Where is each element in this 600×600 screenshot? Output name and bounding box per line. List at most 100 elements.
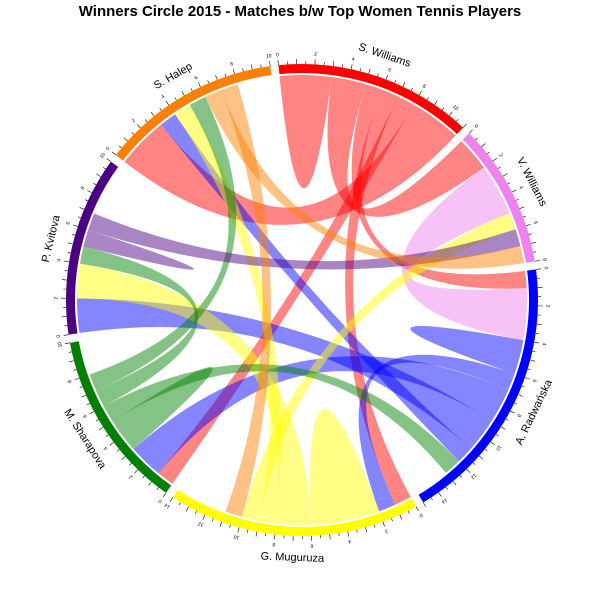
tick-label: 4 [517, 185, 524, 190]
tick-mark [519, 206, 525, 209]
tick-mark [484, 448, 488, 452]
segments-layer [65, 64, 538, 537]
chord-g-muguruza-s-halep [175, 104, 282, 524]
chords-layer [77, 75, 528, 526]
tick-mark [129, 462, 132, 466]
tick-mark [123, 137, 128, 142]
tick-mark [159, 107, 162, 111]
tick-mark [459, 475, 463, 478]
tick-mark [490, 441, 495, 445]
segment-m-sharapova [69, 341, 172, 493]
tick-mark [449, 111, 453, 116]
tick-mark [527, 368, 531, 370]
tick-label: 2 [128, 473, 134, 479]
tick-mark [72, 234, 76, 236]
chord-p-kvitova-p-kvitova [83, 229, 194, 270]
tick-mark [84, 199, 88, 202]
tick-mark [410, 87, 413, 91]
segment-s-williams [278, 64, 464, 135]
tick-mark [242, 68, 244, 72]
tick-label: 10 [266, 53, 273, 60]
tick-mark [536, 323, 542, 325]
player-label-s-williams: S. Williams [357, 41, 413, 70]
tick-mark [532, 350, 536, 353]
tick-mark [481, 143, 486, 147]
tick-label: 8 [541, 258, 547, 262]
tick-mark [402, 82, 406, 87]
chord-s-williams-s-williams [279, 75, 332, 189]
tick-mark [95, 419, 99, 422]
tick-mark [198, 82, 201, 88]
chord-a-radwa-ska-p-kvitova [77, 298, 492, 449]
tick-label: 8 [67, 379, 74, 384]
chord-s-halep-v-williams [205, 90, 524, 269]
segment-v-williams [462, 133, 535, 263]
tick-label: 0 [542, 266, 548, 270]
chord-g-muguruza-p-kvitova [77, 263, 312, 526]
tick-mark [211, 518, 214, 522]
tick-mark [142, 475, 145, 479]
tick-mark [382, 521, 385, 527]
tick-label: 6 [532, 221, 539, 226]
tick-mark [121, 456, 126, 460]
tick-mark [148, 481, 152, 486]
tick-mark [507, 182, 511, 185]
tick-mark [181, 90, 185, 96]
player-label-g-muguruza: G. Muguruza [260, 551, 325, 565]
tick-label: 12 [197, 520, 205, 528]
tick-mark [510, 410, 515, 414]
player-label-p-kvitova: P. Kvitova [40, 213, 63, 263]
tick-mark [365, 527, 368, 533]
tick-mark [219, 521, 223, 527]
tick-mark [332, 61, 335, 67]
tick-label: 8 [272, 541, 276, 547]
tick-mark [521, 385, 525, 388]
chord-p-kvitova-v-williams [88, 213, 521, 270]
tick-label: 10 [233, 533, 240, 540]
tick-label: 0 [276, 52, 280, 58]
tick-label: 6 [310, 542, 313, 548]
tick-mark [462, 123, 467, 128]
tick-mark [119, 145, 122, 149]
tick-mark [468, 129, 473, 134]
tick-label: 4 [540, 342, 546, 346]
tick-mark [534, 341, 540, 344]
tick-mark [495, 434, 499, 437]
tick-mark [422, 502, 427, 507]
tick-mark [475, 137, 478, 141]
chord-g-muguruza-g-muguruza [310, 408, 380, 525]
chord-s-williams-g-muguruza [345, 89, 411, 505]
tick-label: 12 [469, 472, 477, 480]
tick-label: 0 [473, 123, 479, 129]
chord-s-williams-a-radwa-ska [351, 84, 527, 289]
tick-mark [487, 151, 490, 155]
tick-mark [215, 74, 218, 80]
tick-mark [514, 402, 518, 405]
tick-mark [169, 497, 174, 502]
tick-label: 14 [163, 501, 171, 509]
tick-mark [269, 61, 271, 67]
tick-label: 10 [494, 444, 502, 452]
tick-mark [87, 190, 92, 193]
tick-label: 4 [351, 56, 355, 62]
tick-mark [407, 510, 410, 514]
tick-mark [105, 434, 109, 437]
tick-mark [68, 351, 72, 353]
tick-mark [111, 151, 116, 156]
tick-mark [350, 64, 353, 70]
tick-mark [247, 529, 249, 533]
tick-label: 8 [230, 61, 235, 68]
tick-label: 8 [80, 186, 87, 191]
tick-mark [156, 487, 159, 491]
tick-mark [533, 251, 537, 253]
tick-mark [426, 97, 429, 100]
tick-mark [430, 497, 433, 501]
tick-mark [522, 215, 526, 218]
tick-mark [452, 481, 457, 486]
tick-label: 8 [421, 83, 427, 90]
tick-mark [79, 207, 85, 210]
tick-label: 2 [131, 118, 137, 124]
tick-mark [109, 442, 114, 446]
tick-label: 2 [545, 305, 551, 308]
tick-mark [255, 531, 258, 537]
